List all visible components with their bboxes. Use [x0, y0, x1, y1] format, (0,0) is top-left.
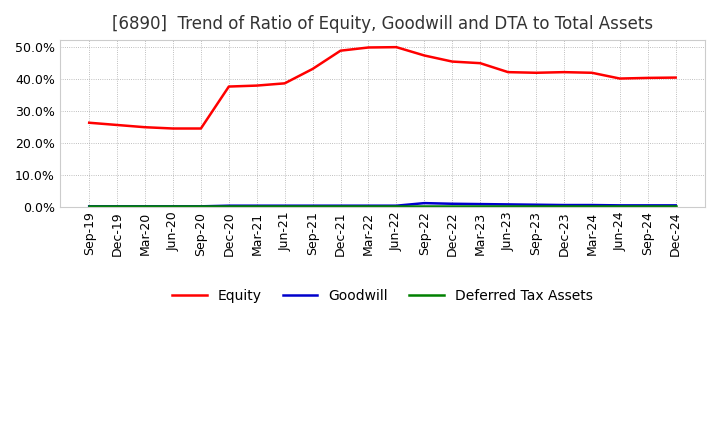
- Goodwill: [559, 202, 568, 208]
- Goodwill: [364, 203, 373, 208]
- Deferred Tax Assets: [616, 203, 624, 209]
- Equity: [113, 122, 122, 128]
- Deferred Tax Assets: [644, 203, 652, 209]
- Deferred Tax Assets: [168, 203, 177, 209]
- Goodwill: [308, 203, 317, 208]
- Equity: [671, 75, 680, 80]
- Equity: [225, 84, 233, 89]
- Goodwill: [588, 202, 596, 208]
- Deferred Tax Assets: [113, 203, 122, 209]
- Equity: [616, 76, 624, 81]
- Equity: [420, 53, 428, 58]
- Equity: [308, 66, 317, 72]
- Equity: [644, 75, 652, 81]
- Goodwill: [392, 203, 401, 208]
- Goodwill: [140, 204, 149, 209]
- Goodwill: [448, 201, 456, 206]
- Goodwill: [616, 203, 624, 208]
- Goodwill: [168, 204, 177, 209]
- Deferred Tax Assets: [531, 203, 540, 209]
- Goodwill: [531, 202, 540, 207]
- Goodwill: [225, 203, 233, 208]
- Equity: [364, 45, 373, 50]
- Deferred Tax Assets: [448, 203, 456, 209]
- Goodwill: [253, 203, 261, 208]
- Title: [6890]  Trend of Ratio of Equity, Goodwill and DTA to Total Assets: [6890] Trend of Ratio of Equity, Goodwil…: [112, 15, 653, 33]
- Goodwill: [85, 204, 94, 209]
- Deferred Tax Assets: [280, 203, 289, 209]
- Deferred Tax Assets: [253, 203, 261, 209]
- Equity: [531, 70, 540, 75]
- Deferred Tax Assets: [308, 203, 317, 209]
- Goodwill: [280, 203, 289, 208]
- Equity: [504, 70, 513, 75]
- Deferred Tax Assets: [420, 203, 428, 209]
- Deferred Tax Assets: [364, 203, 373, 209]
- Deferred Tax Assets: [476, 203, 485, 209]
- Equity: [588, 70, 596, 75]
- Goodwill: [476, 202, 485, 207]
- Deferred Tax Assets: [559, 203, 568, 209]
- Goodwill: [644, 203, 652, 208]
- Deferred Tax Assets: [85, 203, 94, 209]
- Deferred Tax Assets: [197, 203, 205, 209]
- Deferred Tax Assets: [392, 203, 401, 209]
- Goodwill: [504, 202, 513, 207]
- Deferred Tax Assets: [140, 203, 149, 209]
- Equity: [336, 48, 345, 53]
- Line: Equity: Equity: [89, 47, 675, 128]
- Equity: [476, 61, 485, 66]
- Equity: [253, 83, 261, 88]
- Equity: [197, 126, 205, 131]
- Deferred Tax Assets: [225, 203, 233, 209]
- Equity: [168, 126, 177, 131]
- Goodwill: [113, 204, 122, 209]
- Equity: [85, 120, 94, 125]
- Deferred Tax Assets: [588, 203, 596, 209]
- Goodwill: [197, 204, 205, 209]
- Legend: Equity, Goodwill, Deferred Tax Assets: Equity, Goodwill, Deferred Tax Assets: [166, 283, 598, 308]
- Equity: [392, 44, 401, 50]
- Deferred Tax Assets: [336, 203, 345, 209]
- Goodwill: [671, 203, 680, 208]
- Equity: [140, 125, 149, 130]
- Equity: [448, 59, 456, 64]
- Goodwill: [420, 201, 428, 206]
- Deferred Tax Assets: [671, 203, 680, 209]
- Goodwill: [336, 203, 345, 208]
- Line: Goodwill: Goodwill: [89, 203, 675, 206]
- Equity: [280, 81, 289, 86]
- Equity: [559, 70, 568, 75]
- Deferred Tax Assets: [504, 203, 513, 209]
